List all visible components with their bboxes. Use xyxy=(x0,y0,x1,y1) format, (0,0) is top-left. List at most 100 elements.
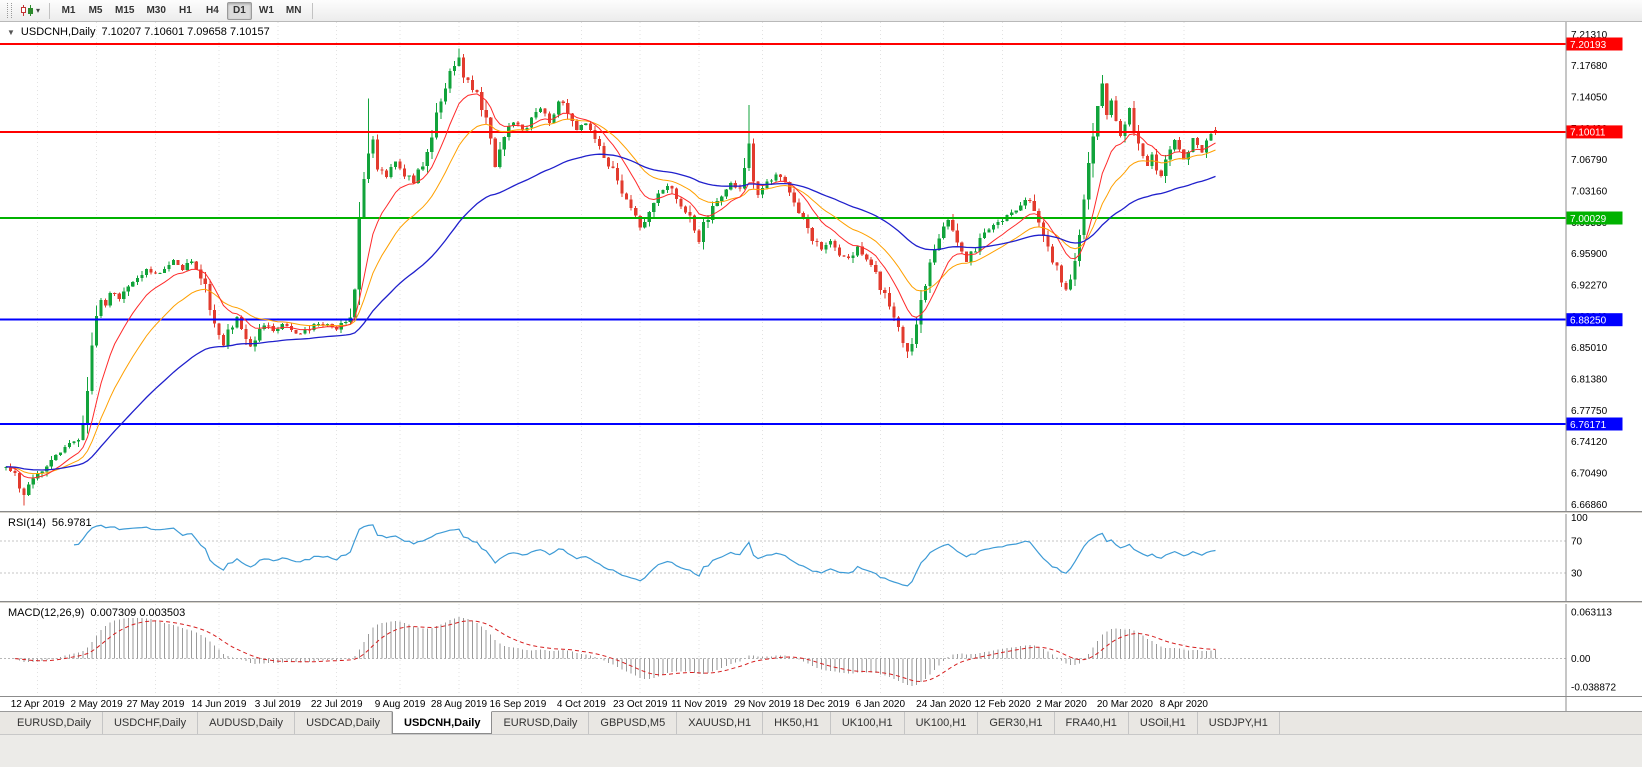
svg-text:7.00029: 7.00029 xyxy=(1570,214,1607,225)
svg-text:7.10011: 7.10011 xyxy=(1570,128,1606,139)
date-label: 3 Jul 2019 xyxy=(255,699,302,710)
ma-mid-line xyxy=(5,118,1216,475)
rsi-pane[interactable]: 100 70 30 xyxy=(0,514,1642,601)
chart-title: ▼ USDCNH,Daily 7.10207 7.10601 7.09658 7… xyxy=(7,26,270,38)
chart-tab-5-eurusd-daily[interactable]: EURUSD,Daily xyxy=(492,712,590,734)
date-label: 24 Jan 2020 xyxy=(916,699,971,710)
rsi-line xyxy=(73,524,1216,587)
date-label: 4 Oct 2019 xyxy=(557,699,606,710)
macd-axis-label: 0.00 xyxy=(1571,654,1591,665)
chart-type-button[interactable]: ▾ xyxy=(16,2,44,20)
ma-fast-line xyxy=(5,93,1216,479)
chart-tab-bar: EURUSD,Daily USDCHF,Daily AUDUSD,Daily USDC… xyxy=(0,711,1642,734)
date-label: 23 Oct 2019 xyxy=(613,699,668,710)
date-label: 11 Nov 2019 xyxy=(671,699,727,710)
macd-pane[interactable]: 0.063113 0.00 -0.038872 xyxy=(0,604,1642,696)
price-badge-7.00029: 7.00029 xyxy=(1566,211,1623,225)
timeframe-button-m15[interactable]: M15 xyxy=(115,5,135,16)
one-click-trading-icon[interactable]: ▼ xyxy=(7,27,15,37)
timeframe-button-m5[interactable]: M5 xyxy=(88,5,103,16)
date-label: 29 Nov 2019 xyxy=(734,699,791,710)
chart-tab-13-usoil-h1[interactable]: USOil,H1 xyxy=(1129,712,1198,734)
chart-ohlc-values: 7.10207 7.10601 7.09658 7.10157 xyxy=(101,26,270,38)
date-label: 22 Jul 2019 xyxy=(311,699,363,710)
chart-tab-7-xauusd-h1[interactable]: XAUUSD,H1 xyxy=(677,712,764,734)
chart-tab-8-hk50-h1[interactable]: HK50,H1 xyxy=(763,712,831,734)
price-axis-label: 6.95900 xyxy=(1571,249,1608,260)
vertical-gridlines xyxy=(37,514,1185,601)
price-axis-label: 7.06790 xyxy=(1571,155,1608,166)
timeframe-button-w1[interactable]: W1 xyxy=(258,5,274,16)
vertical-gridlines xyxy=(37,22,1185,511)
price-axis-label: 7.03160 xyxy=(1571,187,1608,198)
date-label: 18 Dec 2019 xyxy=(793,699,850,710)
pane-divider[interactable] xyxy=(0,601,1642,604)
toolbar-drag-handle[interactable] xyxy=(7,3,12,18)
chart-tab-14-usdjpy-h1[interactable]: USDJPY,H1 xyxy=(1198,712,1280,734)
timeframe-button-mn[interactable]: MN xyxy=(285,5,302,16)
date-label: 8 Apr 2020 xyxy=(1160,699,1209,710)
chart-tab-11-ger30-h1[interactable]: GER30,H1 xyxy=(978,712,1055,734)
price-axis-label: 7.17680 xyxy=(1571,61,1608,72)
rsi-axis[interactable] xyxy=(1566,514,1642,601)
date-label: 14 Jun 2019 xyxy=(191,699,246,710)
date-label: 12 Apr 2019 xyxy=(11,699,65,710)
timeframe-button-h4[interactable]: H4 xyxy=(206,5,219,16)
date-label: 16 Sep 2019 xyxy=(490,699,547,710)
pane-divider[interactable] xyxy=(0,511,1642,514)
timeframe-button-m30[interactable]: M30 xyxy=(146,5,166,16)
chart-symbol-label: USDCNH,Daily xyxy=(20,26,96,38)
price-axis-label: 6.81380 xyxy=(1571,375,1608,386)
rsi-axis-label: 70 xyxy=(1571,537,1583,548)
date-label: 20 Mar 2020 xyxy=(1097,699,1154,710)
vertical-gridlines xyxy=(37,604,1185,696)
timeframe-button-m1[interactable]: M1 xyxy=(61,5,76,16)
macd-axis-label: 0.063113 xyxy=(1571,608,1612,619)
price-axis-label: 6.92270 xyxy=(1571,281,1608,292)
chart-tab-2-audusd-daily[interactable]: AUDUSD,Daily xyxy=(198,712,296,734)
status-bar xyxy=(0,734,1642,767)
chart-tab-4-usdcnh-daily[interactable]: USDCNH,Daily xyxy=(392,711,493,734)
rsi-axis-label: 100 xyxy=(1571,514,1588,524)
macd-name: MACD(12,26,9) xyxy=(8,607,85,619)
macd-axis-label: -0.038872 xyxy=(1571,682,1616,693)
timeframe-button-h1[interactable]: H1 xyxy=(179,5,192,16)
price-badge-7.10011: 7.10011 xyxy=(1566,125,1623,139)
price-axis-label: 6.85010 xyxy=(1571,343,1608,354)
toolbar-separator xyxy=(49,2,51,19)
rsi-axis-label: 30 xyxy=(1571,568,1583,579)
date-label: 27 May 2019 xyxy=(127,699,185,710)
chart-tab-10-uk100-h1[interactable]: UK100,H1 xyxy=(905,712,979,734)
macd-signal-line xyxy=(15,620,1216,683)
macd-values: 0.007309 0.003503 xyxy=(90,607,186,619)
date-label: 28 Aug 2019 xyxy=(431,699,488,710)
macd-indicator-label: MACD(12,26,9) 0.007309 0.003503 xyxy=(8,607,185,619)
date-label: 12 Feb 2020 xyxy=(975,699,1032,710)
macd-axis[interactable] xyxy=(1566,604,1642,696)
price-axis-label: 6.74120 xyxy=(1571,437,1608,448)
ma-slow-line xyxy=(5,153,1216,471)
chart-tab-12-fra40-h1[interactable]: FRA40,H1 xyxy=(1055,712,1129,734)
chart-tab-9-uk100-h1[interactable]: UK100,H1 xyxy=(831,712,905,734)
price-badge-6.88250: 6.88250 xyxy=(1566,313,1623,327)
chart-tab-3-usdcad-daily[interactable]: USDCAD,Daily xyxy=(295,712,393,734)
price-badge-6.76171: 6.76171 xyxy=(1566,417,1623,431)
date-label: 2 Mar 2020 xyxy=(1036,699,1087,710)
candlestick-chart-icon xyxy=(21,5,33,16)
rsi-value: 56.9781 xyxy=(51,517,92,529)
toolbar: ▾ M1 M5 M15 M30 H1 H4 D1 W1 MN xyxy=(0,0,1642,22)
main-chart[interactable]: 7.213107.176807.140507.104207.067907.031… xyxy=(0,22,1642,511)
chevron-down-icon: ▾ xyxy=(36,6,41,15)
chart-tab-6-gbpusd-m5[interactable]: GBPUSD,M5 xyxy=(589,712,678,734)
date-axis[interactable]: 12 Apr 2019 2 May 2019 27 May 2019 14 Jun 2… xyxy=(0,696,1642,711)
date-label: 2 May 2019 xyxy=(70,699,123,710)
date-label: 6 Jan 2020 xyxy=(856,699,906,710)
svg-text:6.76171: 6.76171 xyxy=(1570,420,1607,431)
chart-tab-1-usdchf-daily[interactable]: USDCHF,Daily xyxy=(103,712,199,734)
rsi-indicator-label: RSI(14) 56.9781 xyxy=(8,517,92,529)
price-axis-label: 7.21310 xyxy=(1571,30,1608,41)
chart-tab-0-eurusd-daily[interactable]: EURUSD,Daily xyxy=(6,712,103,734)
svg-text:7.20193: 7.20193 xyxy=(1570,40,1607,51)
timeframe-button-d1[interactable]: D1 xyxy=(226,1,252,20)
